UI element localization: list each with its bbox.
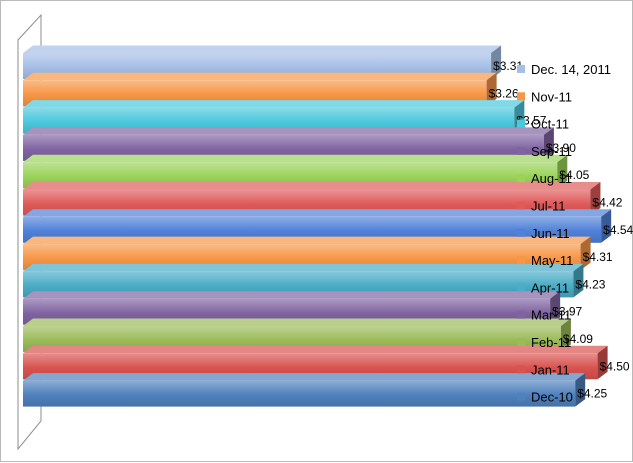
legend-label: Sep-11 [531, 144, 572, 159]
legend-item-9: Apr-11 [517, 280, 569, 295]
legend-label: Aug-11 [531, 171, 572, 186]
legend-label: Feb-11 [531, 335, 571, 350]
bars-layer [23, 45, 612, 407]
legend-swatch [517, 201, 525, 210]
legend-item-7: Jun-11 [517, 226, 570, 241]
legend-swatch [517, 228, 525, 237]
legend-item-12: Jan-11 [517, 362, 570, 377]
legend-item-13: Dec-10 [517, 390, 573, 405]
bar-end-face [601, 209, 612, 243]
legend-swatch [517, 146, 525, 155]
bar-top-face [23, 263, 584, 272]
bar-end-face [573, 263, 584, 298]
legend-item-11: Feb-11 [517, 335, 571, 350]
legend-swatch [517, 392, 525, 401]
bar-end-face [486, 72, 497, 107]
legend-swatch [517, 119, 525, 128]
legend-label: Jul-11 [531, 199, 565, 214]
bar-front-face [23, 380, 576, 407]
bar-end-face [543, 127, 554, 161]
bar-end-face [557, 154, 568, 189]
legend-swatch [517, 256, 525, 265]
legend-item-6: Jul-11 [517, 199, 565, 214]
bar-top-face [23, 45, 502, 53]
bar-top-face [23, 100, 525, 108]
bar-top-face [23, 291, 561, 299]
bar-end-face [575, 373, 586, 407]
bar-top-face [23, 72, 497, 81]
legend-swatch [517, 92, 525, 101]
value-label-9: $4.23 [575, 277, 605, 291]
value-label-12: $4.50 [600, 359, 630, 373]
legend-label: Oct-11 [531, 117, 569, 132]
bar-top-face [23, 318, 571, 326]
legend-item-3: Oct-11 [517, 117, 569, 132]
legend-item-2: Nov-11 [517, 89, 572, 104]
legend-label: Nov-11 [531, 89, 572, 104]
legend-swatch [517, 365, 525, 374]
value-label-13: $4.25 [577, 387, 607, 401]
value-label-8: $4.31 [583, 250, 613, 264]
legend-swatch [517, 174, 525, 183]
bar-top-face [23, 373, 586, 381]
bar-13 [23, 373, 586, 407]
bar-top-face [23, 182, 601, 190]
legend-item-8: May-11 [517, 253, 573, 268]
legend-label: Dec-10 [531, 390, 573, 405]
legend-label: May-11 [531, 253, 573, 268]
bar-end-face [590, 182, 601, 216]
value-label-10: $3.97 [552, 305, 582, 319]
bar-top-face [23, 236, 591, 245]
value-label-4: $3.90 [546, 141, 576, 155]
legend: Dec. 14, 2011 Nov-11 Oct-11 Sep-11 Aug-11 Jul… [517, 62, 611, 405]
value-label-6: $4.42 [592, 196, 622, 210]
bar-top-face [23, 345, 608, 354]
legend-swatch [517, 338, 525, 346]
value-label-5: $4.05 [559, 168, 589, 182]
legend-swatch [517, 65, 525, 73]
legend-label: Jun-11 [531, 226, 570, 241]
bar-end-face [580, 236, 591, 271]
bar-top-face [23, 154, 568, 163]
bar-end-face [597, 345, 608, 380]
legend-item-1: Dec. 14, 2011 [517, 62, 611, 77]
value-label-1: $3.31 [493, 59, 523, 73]
value-label-7: $4.54 [603, 223, 633, 237]
legend-swatch [517, 310, 525, 319]
bar-end-face [560, 318, 571, 352]
bar-top-face [23, 127, 554, 135]
bar-end-face [550, 291, 561, 325]
legend-label: Apr-11 [531, 280, 569, 295]
bar-top-face [23, 209, 612, 217]
legend-item-10: Mar-11 [517, 308, 571, 323]
value-label-2: $3.26 [489, 86, 519, 100]
legend-label: Dec. 14, 2011 [531, 62, 611, 77]
value-label-11: $4.09 [563, 332, 593, 346]
legend-label: Jan-11 [531, 362, 570, 377]
legend-swatch [517, 283, 525, 292]
bar-end-face [491, 45, 502, 79]
legend-item-4: Sep-11 [517, 144, 572, 159]
legend-item-5: Aug-11 [517, 171, 572, 186]
value-labels-layer: $3.31$3.26$3.57$3.90$4.05$4.42$4.54$4.31… [489, 59, 633, 401]
legend-label: Mar-11 [531, 308, 571, 323]
